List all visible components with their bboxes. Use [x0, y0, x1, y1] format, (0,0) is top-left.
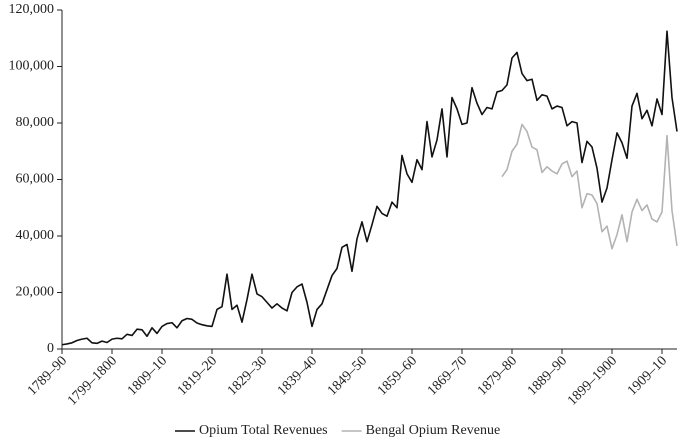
x-tick-label: 1869–70 [425, 353, 470, 398]
y-tick-label: 20,000 [16, 285, 55, 300]
x-tick-label: 1829–30 [225, 353, 270, 398]
legend: Opium Total Revenues Bengal Opium Revenue [175, 423, 500, 438]
x-tick-label: 1799–1800 [65, 353, 120, 408]
x-tick-label: 1839–40 [275, 353, 320, 398]
x-tick-label: 1879–80 [475, 353, 520, 398]
series-line [61, 30, 678, 346]
legend-label: Opium Total Revenues [199, 423, 328, 438]
y-tick-label: 40,000 [16, 228, 55, 243]
x-tick-label: 1789–90 [25, 353, 70, 398]
y-tick-label: 120,000 [9, 2, 55, 17]
x-tick-label: 1859–60 [375, 353, 420, 398]
x-tick-label: 1889–90 [525, 353, 570, 398]
x-tick-label: 1899–1900 [565, 353, 620, 408]
x-tick-label: 1819–20 [175, 353, 220, 398]
y-tick-label: 100,000 [9, 59, 55, 74]
y-tick-label: 60,000 [16, 172, 55, 187]
y-tick-label: 0 [47, 341, 54, 356]
legend-label: Bengal Opium Revenue [366, 423, 501, 438]
x-tick-label: 1849–50 [325, 353, 370, 398]
x-tick-label: 1809–10 [125, 353, 170, 398]
series-line [501, 123, 678, 250]
y-tick-label: 80,000 [16, 115, 55, 130]
x-tick-label: 1909–10 [625, 353, 670, 398]
